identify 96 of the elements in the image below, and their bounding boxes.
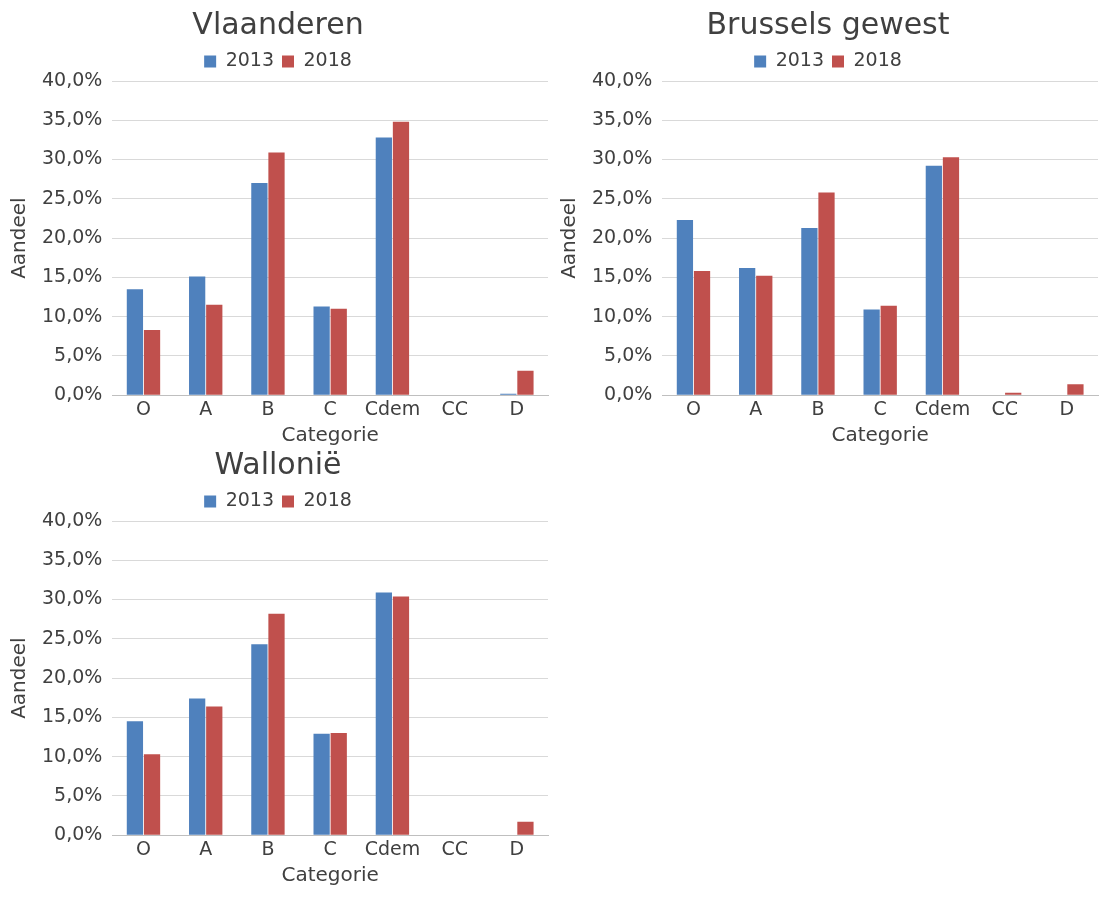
x-tick-label: B [261, 836, 275, 859]
bar [313, 306, 330, 395]
x-tick-label: CC [441, 396, 468, 419]
y-tick-label: 15,0% [42, 264, 103, 287]
x-axis-title: Categorie [831, 422, 929, 447]
bar [1067, 384, 1084, 395]
bar [517, 370, 534, 395]
legend-label: 2013 [775, 48, 825, 71]
y-tick-label: 40,0% [42, 67, 103, 90]
bar [739, 267, 756, 395]
legend-label: 2018 [853, 48, 902, 71]
bar [189, 276, 206, 395]
y-tick-label: 10,0% [42, 303, 103, 326]
y-tick-label: 5,0% [54, 342, 103, 365]
x-tick-label: D [509, 836, 525, 859]
bar [330, 308, 347, 395]
bar [676, 220, 694, 395]
x-tick-label: O [685, 396, 701, 419]
bar [126, 721, 144, 835]
x-tick-label: C [323, 836, 337, 859]
x-axis-title: Categorie [281, 862, 379, 887]
bar [126, 289, 144, 395]
bar [189, 698, 206, 835]
x-tick-label: CC [441, 836, 468, 859]
x-tick-label: O [135, 396, 151, 419]
bar [251, 644, 268, 835]
x-tick-label: A [199, 396, 213, 419]
y-tick-label: 40,0% [592, 67, 653, 90]
bar [392, 596, 410, 835]
bar [818, 192, 835, 395]
x-tick-label: A [749, 396, 763, 419]
y-tick-label: 15,0% [592, 264, 653, 287]
x-tick-label: O [135, 836, 151, 859]
y-tick-label: 25,0% [42, 625, 103, 648]
y-tick-label: 25,0% [42, 185, 103, 208]
x-tick-label: Cdem [364, 396, 421, 419]
y-axis-title: Aandeel [6, 637, 31, 719]
legend-label: 2018 [303, 488, 352, 511]
bar [330, 733, 347, 835]
x-tick-label: B [261, 396, 275, 419]
bar [801, 227, 818, 395]
x-tick-label: C [873, 396, 887, 419]
x-tick-label: Cdem [914, 396, 971, 419]
legend-label: 2013 [225, 488, 275, 511]
bar [942, 157, 960, 395]
chart-title: Wallonië [214, 445, 342, 481]
y-tick-label: 10,0% [42, 743, 103, 766]
y-tick-label: 35,0% [42, 547, 103, 570]
x-tick-label: Cdem [364, 836, 421, 859]
y-axis-title: Aandeel [6, 197, 31, 279]
bar [251, 183, 268, 395]
y-tick-label: 30,0% [42, 586, 103, 609]
x-tick-label: C [323, 396, 337, 419]
chart-title: Brussels gewest [706, 5, 950, 41]
legend-label: 2013 [225, 48, 275, 71]
bar [268, 152, 285, 395]
y-tick-label: 5,0% [604, 342, 653, 365]
chart-title: Vlaanderen [192, 5, 364, 41]
bar [143, 330, 161, 395]
y-tick-label: 35,0% [592, 107, 653, 130]
bar [375, 137, 392, 395]
y-tick-label: 25,0% [592, 185, 653, 208]
y-tick-label: 40,0% [42, 507, 103, 530]
y-tick-label: 20,0% [42, 665, 103, 688]
y-tick-label: 0,0% [54, 382, 103, 405]
bar [863, 309, 880, 395]
y-tick-label: 20,0% [592, 225, 653, 248]
legend-label: 2018 [303, 48, 352, 71]
y-tick-label: 10,0% [592, 303, 653, 326]
bar [313, 733, 330, 835]
bar [693, 271, 711, 395]
y-tick-label: 30,0% [42, 146, 103, 169]
bar [517, 821, 534, 835]
x-axis-title: Categorie [281, 422, 379, 447]
y-tick-label: 0,0% [54, 822, 103, 845]
y-tick-label: 15,0% [42, 704, 103, 727]
y-tick-label: 20,0% [42, 225, 103, 248]
bar [143, 754, 161, 835]
x-tick-label: A [199, 836, 213, 859]
bar [880, 305, 897, 395]
bar [392, 121, 410, 395]
y-tick-label: 35,0% [42, 107, 103, 130]
y-tick-label: 30,0% [592, 146, 653, 169]
x-tick-label: CC [991, 396, 1018, 419]
x-tick-label: B [811, 396, 825, 419]
bar [925, 165, 942, 395]
bar [268, 613, 285, 835]
bar [756, 275, 773, 395]
y-tick-label: 5,0% [54, 782, 103, 805]
bar [206, 706, 223, 835]
y-axis-title: Aandeel [556, 197, 581, 279]
bar [375, 592, 392, 835]
bar [206, 304, 223, 395]
x-tick-label: D [1059, 396, 1075, 419]
y-tick-label: 0,0% [604, 382, 653, 405]
x-tick-label: D [509, 396, 525, 419]
